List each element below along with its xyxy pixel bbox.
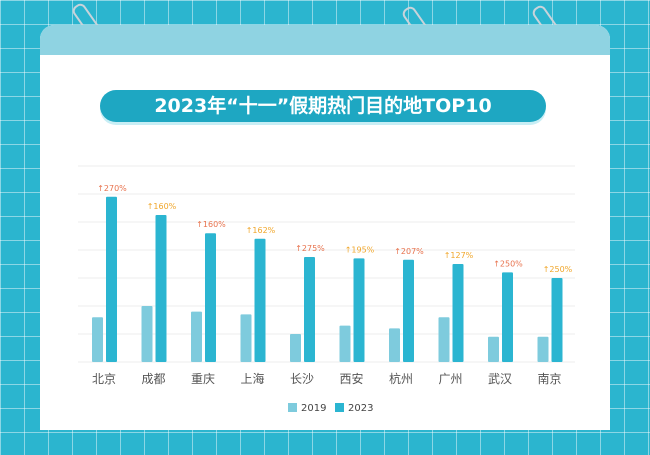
- legend-swatch: [288, 403, 297, 412]
- card-header-band: [40, 25, 610, 55]
- bar-2023: [353, 258, 365, 362]
- category-label: 重庆: [191, 372, 215, 386]
- bar-2023: [304, 257, 315, 362]
- legend-swatch: [335, 403, 344, 412]
- legend-label: 2023: [348, 403, 373, 414]
- category-label: 成都: [141, 372, 165, 386]
- category-label: 长沙: [290, 372, 314, 386]
- bar-2019: [191, 311, 202, 362]
- bar-2019: [92, 317, 103, 362]
- data-label: ↑160%: [147, 202, 177, 211]
- bar-2019: [438, 317, 450, 362]
- data-label: ↑127%: [444, 251, 474, 260]
- legend-label: 2019: [301, 403, 326, 414]
- category-label: 北京: [92, 372, 116, 386]
- data-label: ↑195%: [345, 245, 375, 254]
- category-label: 上海: [240, 371, 264, 386]
- bar-2023: [502, 272, 513, 362]
- category-label: 武汉: [488, 372, 512, 386]
- data-label: ↑275%: [295, 244, 325, 253]
- chart-title: 2023年“十一”假期热门目的地TOP10: [100, 90, 546, 122]
- bar-2019: [488, 336, 499, 362]
- bar-2019: [389, 328, 400, 362]
- bar-2023: [155, 215, 167, 362]
- bar-2019: [141, 306, 153, 362]
- data-label: ↑250%: [493, 259, 523, 268]
- bar-2019: [537, 336, 549, 362]
- bar-2023: [551, 278, 563, 362]
- data-label: ↑162%: [246, 226, 276, 235]
- data-label: ↑250%: [543, 265, 573, 274]
- category-label: 广州: [438, 372, 462, 386]
- bar-2023: [205, 233, 216, 362]
- bar-2023: [403, 259, 414, 362]
- bar-2019: [240, 314, 252, 362]
- bar-2023: [254, 238, 266, 362]
- category-label: 杭州: [389, 371, 413, 386]
- category-label: 西安: [339, 371, 363, 386]
- bar-2023: [106, 196, 117, 362]
- bar-2023: [452, 264, 464, 362]
- category-label: 南京: [537, 371, 561, 386]
- data-label: ↑207%: [394, 247, 424, 256]
- data-label: ↑270%: [97, 184, 127, 193]
- data-label: ↑160%: [196, 220, 226, 229]
- bar-2019: [290, 334, 301, 362]
- bar-2019: [339, 325, 351, 362]
